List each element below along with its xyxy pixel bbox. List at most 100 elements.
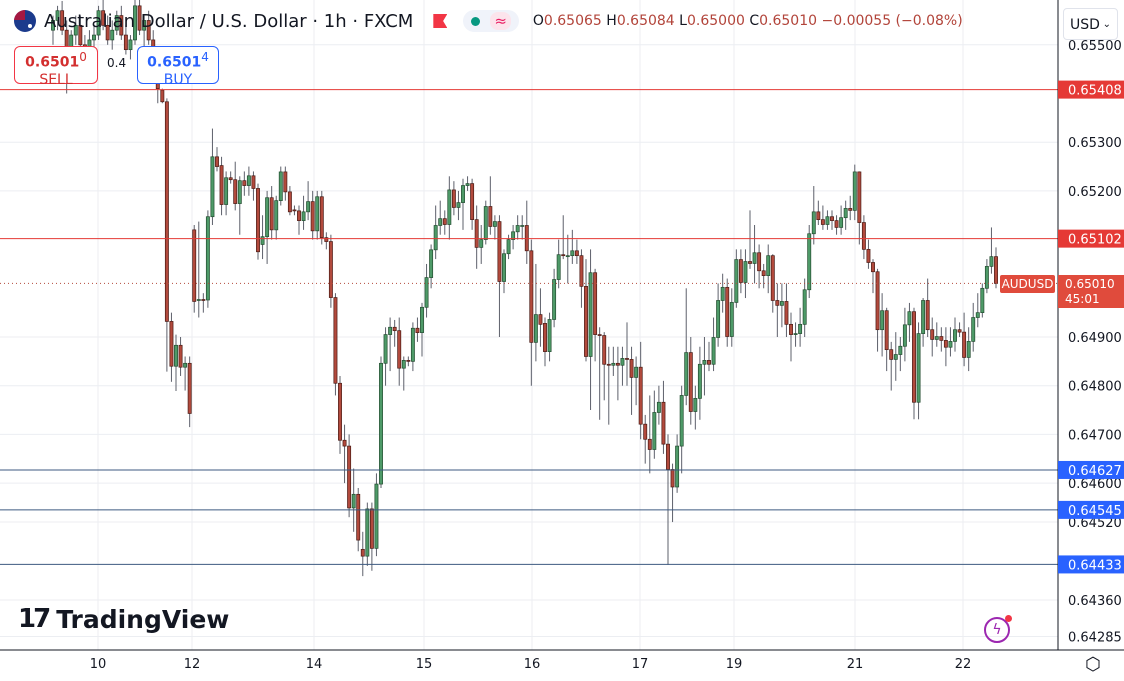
candle (880, 293, 885, 357)
candle (251, 171, 256, 201)
symbol-title[interactable]: Australian Dollar / U.S. Dollar · 1h · F… (44, 10, 414, 32)
candle-body-down (160, 89, 165, 103)
candle (779, 283, 784, 328)
candle-body-down (615, 362, 620, 366)
candle (196, 221, 201, 318)
candle (401, 356, 406, 391)
price-axis[interactable]: 0.65500 0.65300 0.65200 0.64900 0.64800 0.647… (1068, 39, 1122, 646)
candle-body-up (278, 171, 283, 201)
time-tick-label: 15 (416, 657, 433, 672)
candle-body-up (852, 171, 857, 211)
candle (424, 263, 429, 318)
candle (643, 414, 648, 464)
candle-body-up (92, 34, 96, 41)
candle (192, 224, 197, 313)
currency-select[interactable]: USD ⌄ (1063, 8, 1118, 40)
candle-body-down (101, 10, 106, 26)
tradingview-logo[interactable]: 17 TradingView (18, 604, 229, 634)
candle (274, 195, 279, 240)
candle-body-down (123, 34, 128, 51)
candle (160, 88, 165, 104)
candle (761, 263, 766, 289)
candle-body-up (315, 196, 320, 232)
candle-body-up (989, 256, 994, 267)
candle-body-up (515, 225, 520, 233)
candle (565, 234, 570, 284)
candle-body-up (479, 239, 484, 248)
candle (502, 249, 506, 294)
candle-body-up (301, 211, 306, 221)
settings-hex-icon[interactable]: ⬡ (1085, 654, 1101, 675)
candle (365, 502, 370, 566)
buy-button[interactable]: 0.65014 BUY (137, 46, 219, 88)
candle (78, 15, 83, 50)
candle-body-down (228, 177, 233, 181)
candle (579, 249, 584, 308)
candle (898, 337, 903, 372)
candle-body-up (110, 29, 115, 41)
candle-body-down (543, 323, 547, 352)
candle (133, 0, 137, 45)
candle (707, 341, 711, 372)
candle (597, 327, 602, 420)
candle (333, 293, 338, 396)
candle-body-up (556, 254, 561, 280)
market-open-dot-icon (471, 16, 481, 26)
candle (470, 178, 475, 230)
candle-body-down (470, 183, 475, 220)
candle (543, 317, 547, 367)
market-status-pill[interactable]: ≈ (463, 10, 519, 32)
candle-body-down (625, 358, 629, 360)
chevron-down-icon: ⌄ (1102, 19, 1111, 30)
candle-body-down (770, 255, 775, 301)
level-price-tag (1058, 460, 1124, 479)
price-tick-label: 0.64520 (1068, 516, 1122, 531)
candle (861, 215, 866, 260)
ohlc-readout: O0.65065 H0.65084 L0.65000 C0.65010 −0.0… (533, 13, 963, 29)
candle (210, 128, 215, 225)
candle (269, 186, 274, 240)
candle-body-down (861, 222, 866, 250)
flag-icon[interactable] (433, 14, 448, 28)
candle-body-down (192, 229, 197, 302)
candle-body-up (114, 15, 119, 31)
candle (875, 268, 880, 352)
candle-body-up (934, 336, 939, 340)
level-lines[interactable] (0, 89, 1058, 565)
candle-body-down (215, 156, 219, 167)
time-axis[interactable]: 10 12 14 15 16 17 19 21 22 (90, 657, 972, 672)
candle (647, 395, 652, 474)
candle-body-down (137, 5, 142, 31)
candle-body-down (875, 271, 880, 331)
candle-body-up (807, 233, 812, 291)
candle-body-down (219, 165, 224, 205)
candle-body-down (597, 334, 602, 336)
candle (183, 356, 188, 391)
candle (351, 468, 356, 532)
candle (461, 178, 465, 230)
candle (574, 239, 579, 264)
price-tick-label: 0.64800 (1068, 380, 1122, 395)
candle (593, 268, 598, 362)
candle-body-up (971, 317, 976, 342)
candle (916, 322, 921, 420)
candle-body-down (593, 272, 598, 335)
candle-body-down (488, 206, 493, 227)
close-value: 0.65010 (759, 13, 818, 29)
sell-label: SELL (39, 71, 73, 88)
candle-body-up (196, 299, 201, 301)
candle-body-down (442, 218, 447, 225)
candle-body-down (251, 175, 256, 189)
candle (433, 205, 438, 260)
candle-body-up (697, 363, 702, 399)
candle-body-up (351, 493, 356, 509)
candle (552, 268, 557, 328)
lightning-icon[interactable]: ϟ (984, 615, 1012, 643)
candle (164, 98, 169, 372)
candle (388, 317, 393, 372)
candle (606, 346, 611, 425)
sell-button[interactable]: 0.65010 SELL (14, 46, 98, 88)
candle-body-down (761, 270, 766, 276)
candle (939, 327, 944, 352)
